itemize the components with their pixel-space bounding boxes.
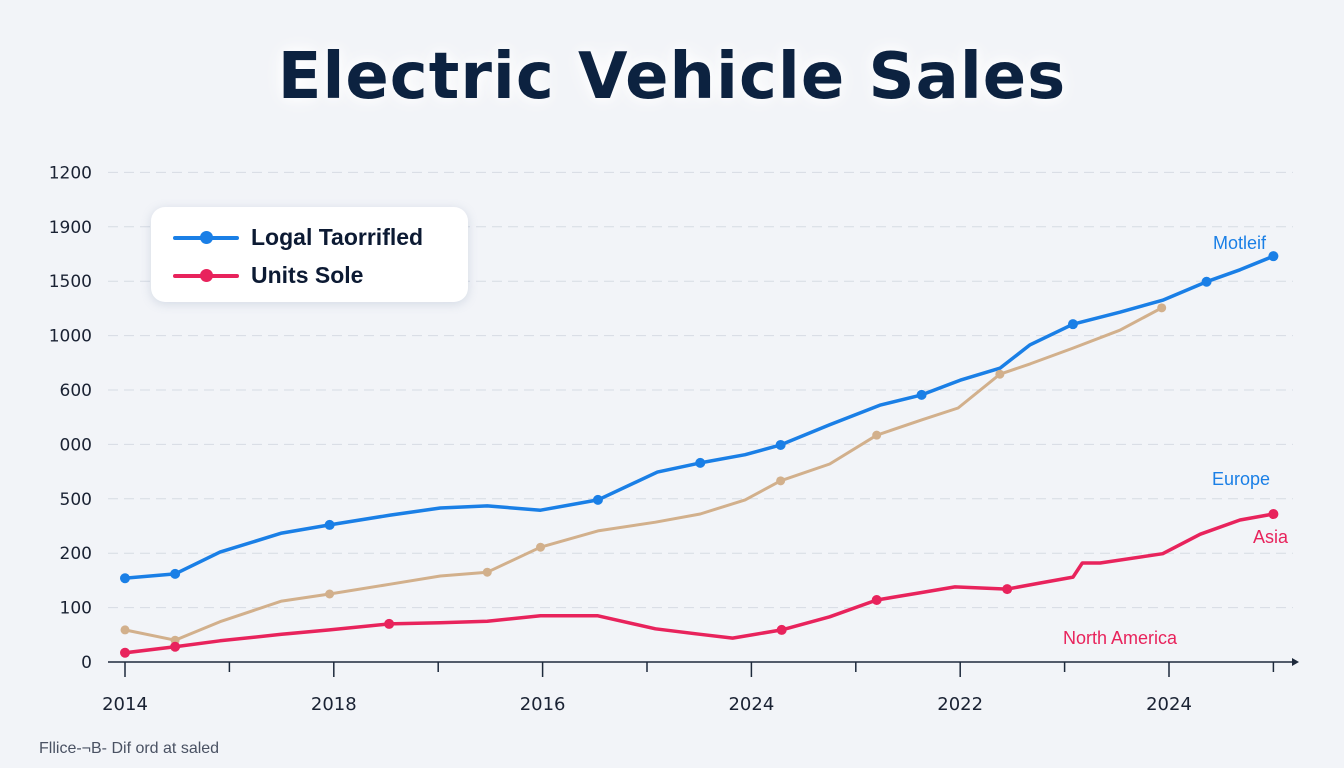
annotation-motleif: Motleif (1213, 233, 1267, 253)
data-point (120, 625, 130, 635)
y-tick-label: 1000 (49, 327, 92, 347)
legend-label: Logal Taorrifled (251, 224, 424, 250)
x-axis: 2014 2018 2016 2024 2022 2024 (102, 658, 1299, 715)
legend-item-2: Units Sole (173, 262, 363, 289)
x-tick-label: 2024 (728, 694, 774, 715)
series-3 (120, 509, 1279, 658)
y-tick-label: 600 (60, 381, 92, 401)
series-line (123, 306, 1164, 642)
legend: Logal Taorrifled Units Sole (151, 207, 468, 302)
y-tick-label: 100 (60, 599, 92, 619)
y-tick-label: 1200 (49, 163, 92, 183)
data-point (776, 476, 786, 486)
series-line (123, 254, 1276, 580)
y-axis-tick-labels: 0 100 200 500 000 600 1000 1500 1900 1200 (49, 163, 92, 673)
y-tick-label: 500 (60, 490, 92, 510)
y-tick-label: 1900 (49, 218, 92, 238)
data-point (482, 567, 492, 577)
data-point (170, 641, 181, 652)
x-axis-arrow-icon (1292, 658, 1299, 666)
data-point (995, 369, 1005, 379)
legend-label: Units Sole (251, 262, 364, 288)
data-point (170, 568, 181, 579)
data-point (695, 457, 706, 468)
data-point (916, 389, 927, 400)
gridlines (108, 171, 1293, 609)
data-point (1201, 276, 1212, 287)
data-point (775, 439, 786, 450)
data-point (1268, 251, 1279, 262)
data-point (1067, 319, 1078, 330)
legend-swatch-red (173, 265, 239, 287)
data-point (1268, 509, 1279, 520)
data-point (592, 494, 603, 505)
data-point (1002, 584, 1013, 595)
data-point (325, 589, 335, 599)
chart-title: Electric Vehicle Sales (277, 40, 1067, 114)
legend-item-1: Logal Taorrifled (173, 224, 423, 251)
data-point (324, 519, 335, 530)
y-tick-label: 200 (60, 544, 92, 564)
data-point (871, 594, 882, 605)
x-tick-label: 2018 (311, 694, 357, 715)
x-tick-label: 2016 (520, 694, 566, 715)
annotation-asia: Asia (1253, 527, 1289, 547)
x-tick-label: 2022 (937, 694, 983, 715)
series-1 (120, 251, 1279, 584)
data-point (120, 573, 130, 584)
footnote: Fllice-¬B- Dif ord at saled (39, 740, 220, 757)
series-lines (120, 251, 1279, 658)
annotation-north-america: North America (1063, 628, 1178, 648)
legend-swatch-blue (173, 227, 239, 249)
data-point (536, 542, 546, 552)
data-point (776, 624, 787, 635)
y-tick-label: 000 (60, 435, 92, 455)
y-tick-label: 0 (81, 653, 92, 673)
data-point (872, 430, 882, 440)
data-point (1157, 303, 1167, 313)
data-point (120, 647, 130, 658)
x-tick-label: 2024 (1146, 694, 1192, 715)
annotation-europe: Europe (1212, 469, 1271, 489)
data-point (384, 618, 395, 629)
series-2 (120, 303, 1167, 645)
x-tick-label: 2014 (102, 694, 148, 715)
y-tick-label: 1500 (49, 272, 92, 292)
